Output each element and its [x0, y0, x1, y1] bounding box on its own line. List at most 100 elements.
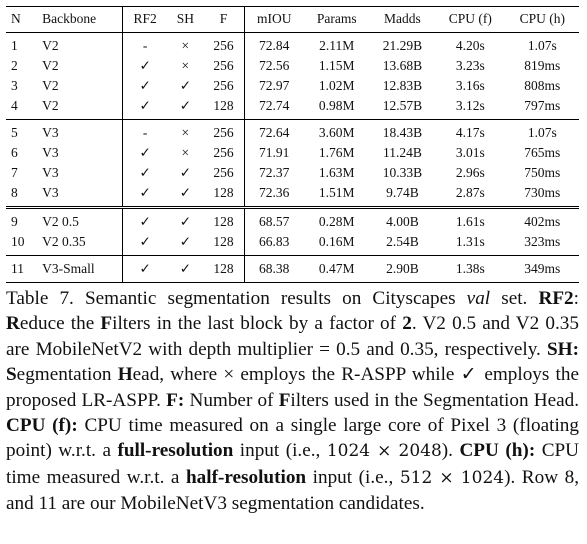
table-cell: 3.12s: [455, 98, 485, 113]
table-row: 4 V2 ✓ ✓ 128 72.74 0.98M 12.57B 3.12s 797ms: [6, 96, 579, 120]
table-cell: ✓: [179, 234, 192, 249]
caption-text: F: [100, 313, 113, 335]
caption-text: 2: [402, 313, 412, 335]
caption-text: CPU time measured w.r.t. a: [6, 440, 580, 488]
table-cell: 1.15M: [318, 58, 355, 73]
caption-text: SH:: [547, 338, 579, 360]
header-cell: CPU (h): [505, 6, 579, 33]
table-row: 10 V2 0.35 ✓ ✓ 128 66.83 0.16M 2.54B 1.31s 323ms: [6, 232, 579, 256]
caption-text: employs the proposed LR-ASPP.: [6, 364, 579, 411]
table-cell: 0.47M: [303, 255, 370, 283]
table-cell: 3.16s: [455, 78, 485, 93]
caption-text: Number of: [184, 389, 279, 411]
table-cell: 256: [203, 143, 245, 163]
table-cell: 72.97: [259, 78, 290, 93]
table-cell: 256: [203, 163, 245, 183]
table-cell: V2 0.35: [37, 232, 124, 256]
table-cell: 2.54B: [386, 234, 419, 249]
caption: Table 7. Semantic segmentation results o…: [6, 286, 579, 517]
table-cell: 72.56: [259, 58, 290, 73]
table-row: 5 V3- × 256 72.64 3.60M 18.43B 4.17s 1.07s: [6, 119, 579, 143]
table-cell: ✓: [122, 206, 168, 232]
table-cell: -: [122, 119, 168, 143]
table-row: 7 V3 ✓ ✓ 256 72.37 1.63M 10.33B 2.96s 750ms: [6, 163, 579, 183]
table-cell: 808ms: [524, 78, 561, 93]
caption-text: full-resolution: [117, 440, 234, 462]
table-row: 3 V2 ✓ ✓ 256 72.97 1.02M 12.83B 3.16s 808ms: [6, 76, 579, 96]
caption-text: RF2: [538, 288, 574, 309]
table-body: 1 V2- × 256 72.84 2.11M 21.29B 4.20s 1.07s 2 V2 ✓ × 2…: [6, 32, 579, 283]
table-cell: 6: [11, 145, 18, 160]
table-cell: 68.38: [244, 255, 304, 283]
table-cell: 9.74B: [386, 185, 419, 200]
table-cell: 12.57B: [382, 98, 423, 113]
table-cell: 1.02M: [318, 78, 355, 93]
table-cell: ×: [167, 119, 204, 143]
table-cell: 11: [6, 255, 38, 283]
table-cell: 8: [11, 185, 18, 200]
table-cell: ✓: [122, 255, 168, 283]
caption-text: 512 × 1024: [399, 467, 505, 488]
table-cell: V3: [37, 163, 124, 183]
table-cell: V2: [37, 76, 124, 96]
table-cell: ✓: [179, 165, 192, 180]
table-cell: 3: [11, 78, 18, 93]
table-cell: 765ms: [524, 145, 561, 160]
header-cell: N: [6, 6, 38, 33]
caption-text: CPU time measured on a single large core…: [6, 415, 579, 462]
table-cell: ×: [181, 38, 190, 53]
header-cell: CPU (f): [435, 6, 506, 33]
table-cell: 0.28M: [303, 206, 370, 232]
caption-text: ✓: [460, 364, 479, 386]
table-cell: ×: [181, 145, 190, 160]
table-cell: 1.76M: [318, 145, 355, 160]
caption-text: 1024 × 2048: [326, 441, 442, 462]
table-cell: ✓: [139, 185, 151, 200]
table-cell: 1.07s: [505, 119, 579, 143]
table-cell: 68.57: [244, 206, 304, 232]
table-row: 1 V2 - × 256 72.84 2.11M 21.29B 4.20s 1.07s: [6, 32, 579, 56]
table-cell: 2: [11, 58, 18, 73]
table-cell: 72.37: [259, 165, 290, 180]
caption-text: employs the R-ASPP while: [234, 364, 461, 386]
caption-text: ilters in the last block by a factor of: [112, 313, 403, 335]
caption-text: CPU (f):: [6, 415, 78, 437]
table-cell: 4: [11, 98, 18, 113]
table-cell: 256: [203, 32, 245, 56]
table-cell: ✓: [179, 98, 192, 113]
header-cell: Madds: [369, 6, 436, 33]
header-cell: Backbone: [37, 6, 124, 33]
table-cell: 256: [203, 56, 245, 76]
caption-text: Table 7. Semantic segmentation results o…: [6, 288, 467, 309]
table-cell: 9: [6, 206, 38, 232]
table-cell: 1.51M: [318, 185, 355, 200]
caption-text: R: [6, 313, 20, 335]
caption-text: H: [117, 364, 133, 386]
table-cell: V3: [37, 119, 124, 143]
table-cell: ✓: [139, 58, 151, 73]
table-cell: 2.87s: [455, 185, 485, 200]
table-cell: 1: [11, 38, 18, 53]
table-cell: 71.91: [259, 145, 290, 160]
table-row: 9 V2 0.5 ✓ ✓ 128 68.57 0.28M 4.00B 1.61s 402ms: [6, 206, 579, 232]
caption-text: . V2 0.5 and V2 0.35 are MobileNetV2 wit…: [6, 313, 579, 360]
caption-text: ×: [223, 364, 235, 386]
table-cell: -: [142, 38, 148, 53]
table-cell: V3: [37, 183, 124, 208]
caption-text: set.: [490, 288, 539, 309]
table-cell: V3-Small: [37, 255, 124, 283]
caption-text: val: [466, 288, 491, 309]
table-cell: 3.23s: [455, 58, 485, 73]
table-cell: ✓: [139, 78, 151, 93]
table-cell: 72.64: [244, 119, 304, 143]
caption-text: ). Row 8, and 11 are our MobileNetV3 seg…: [6, 466, 579, 515]
header-cell: RF2: [122, 6, 168, 33]
caption-text: ead, where: [132, 364, 224, 386]
table-cell: 21.29B: [382, 38, 423, 53]
table-cell: V2: [37, 32, 124, 56]
table-cell: 750ms: [524, 165, 561, 180]
